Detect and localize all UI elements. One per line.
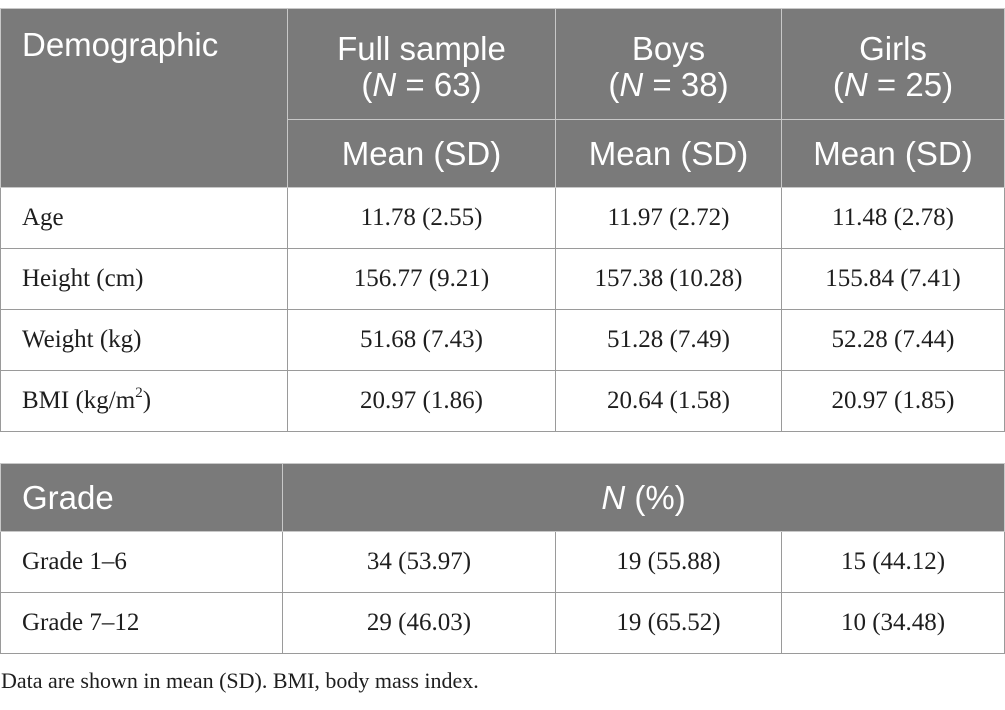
stat-label-full-sample: Mean (SD) bbox=[287, 119, 556, 188]
table-cell: 19 (65.52) bbox=[555, 592, 782, 654]
row-label: Age bbox=[0, 187, 288, 249]
table-cell: 15 (44.12) bbox=[780, 531, 1005, 593]
table-cell: 11.97 (2.72) bbox=[555, 187, 782, 249]
stat-label-girls: Mean (SD) bbox=[781, 119, 1005, 188]
stat-label-boys: Mean (SD) bbox=[555, 119, 782, 188]
table-row: Grade 1–6 34 (53.97) 19 (55.88) 15 (44.1… bbox=[0, 531, 1005, 593]
table-cell: 20.64 (1.58) bbox=[555, 370, 782, 432]
table-cell: 52.28 (7.44) bbox=[781, 309, 1005, 371]
table-cell: 20.97 (1.85) bbox=[781, 370, 1005, 432]
grade-table: Grade N (%) Grade 1–6 34 (53.97) 19 (55.… bbox=[0, 463, 1005, 654]
table-row: Height (cm) 156.77 (9.21) 157.38 (10.28)… bbox=[0, 248, 1005, 310]
table-cell: 34 (53.97) bbox=[282, 531, 556, 593]
table-row: Age 11.78 (2.55) 11.97 (2.72) 11.48 (2.7… bbox=[0, 187, 1005, 249]
table-row: BMI (kg/m2) 20.97 (1.86) 20.64 (1.58) 20… bbox=[0, 370, 1005, 432]
table-cell: 10 (34.48) bbox=[780, 592, 1005, 654]
table-cell: 51.28 (7.49) bbox=[555, 309, 782, 371]
table-cell: 157.38 (10.28) bbox=[555, 248, 782, 310]
column-sample-size: (N = 63) bbox=[361, 66, 482, 103]
table-cell: 51.68 (7.43) bbox=[287, 309, 556, 371]
table-cell: 19 (55.88) bbox=[555, 531, 782, 593]
column-sample-size: (N = 38) bbox=[608, 66, 729, 103]
row-label: BMI (kg/m2) bbox=[0, 370, 288, 432]
column-name: Full sample bbox=[337, 30, 506, 67]
demographics-table-header: Demographic Full sample (N = 63) Boys (N… bbox=[0, 8, 1005, 188]
table-row: Weight (kg) 51.68 (7.43) 51.28 (7.49) 52… bbox=[0, 309, 1005, 371]
row-label: Grade 1–6 bbox=[0, 531, 283, 593]
demographic-column-header: Demographic bbox=[0, 8, 288, 188]
boys-column-header: Boys (N = 38) bbox=[555, 8, 782, 120]
column-sample-size: (N = 25) bbox=[832, 66, 954, 103]
demographics-table: Demographic Full sample (N = 63) Boys (N… bbox=[0, 8, 1005, 432]
row-label: Grade 7–12 bbox=[0, 592, 283, 654]
row-label: Height (cm) bbox=[0, 248, 288, 310]
girls-column-header: Girls (N = 25) bbox=[781, 8, 1005, 120]
n-percent-column-header: N (%) bbox=[281, 463, 1005, 532]
table-row: Grade 7–12 29 (46.03) 19 (65.52) 10 (34.… bbox=[0, 592, 1005, 654]
full-sample-column-header: Full sample (N = 63) bbox=[287, 8, 556, 120]
table-cell: 11.78 (2.55) bbox=[287, 187, 556, 249]
table-cell: 156.77 (9.21) bbox=[287, 248, 556, 310]
table-cell: 29 (46.03) bbox=[282, 592, 556, 654]
table-cell: 155.84 (7.41) bbox=[781, 248, 1005, 310]
table-cell: 11.48 (2.78) bbox=[781, 187, 1005, 249]
grade-column-header: Grade bbox=[0, 463, 283, 532]
row-label: Weight (kg) bbox=[0, 309, 288, 371]
column-name: Girls bbox=[859, 30, 927, 67]
table-footnote: Data are shown in mean (SD). BMI, body m… bbox=[1, 668, 479, 693]
column-name: Boys bbox=[631, 30, 706, 67]
table-cell: 20.97 (1.86) bbox=[287, 370, 556, 432]
